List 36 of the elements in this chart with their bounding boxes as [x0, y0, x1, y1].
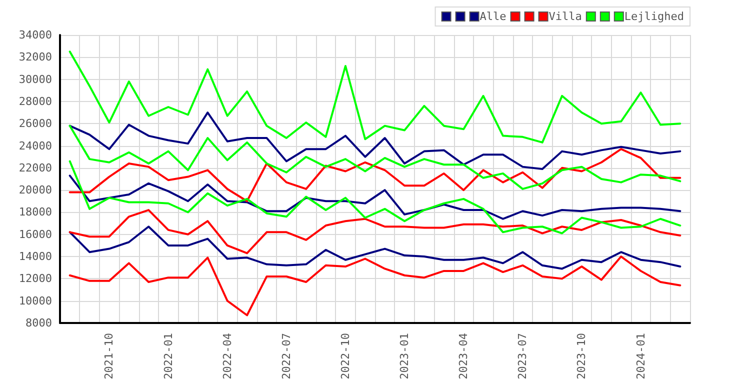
y-tick-label: 20000: [18, 184, 52, 197]
x-tick-label: 2022-01: [162, 333, 175, 380]
x-tick-label: 2022-04: [220, 332, 234, 380]
line-series: [68, 124, 682, 190]
y-tick-label: 14000: [18, 250, 52, 264]
line-series: [68, 226, 682, 270]
x-tick-label: 2022-10: [338, 333, 352, 380]
y-tick-label: 12000: [18, 272, 52, 286]
y-tick-label: 34000: [18, 28, 52, 42]
x-tick-label: 2023-07: [516, 333, 530, 380]
y-tick-label: 28000: [18, 94, 52, 108]
x-tick-label: 2023-04: [457, 332, 470, 380]
y-tick-label: 10000: [18, 294, 52, 308]
y-tick-label: 32000: [18, 50, 52, 64]
line-series: [68, 174, 682, 220]
legend-label: Lejlighed: [624, 10, 684, 23]
y-tick-label: 22000: [18, 161, 52, 174]
y-tick-label: 8000: [26, 316, 52, 330]
legend-label: Villa: [548, 10, 582, 23]
line-series: [68, 50, 682, 144]
x-tick-label: 2021-10: [102, 333, 116, 380]
y-tick-label: 26000: [18, 117, 52, 130]
y-tick-label: 24000: [18, 139, 52, 152]
y-tick-label: 16000: [18, 228, 52, 241]
x-tick-label: 2023-10: [575, 333, 588, 380]
x-tick-label: 2023-01: [398, 333, 412, 380]
x-tick-label: 2022-07: [280, 333, 293, 380]
x-tick-label: 2024-01: [634, 333, 648, 380]
y-tick-label: 18000: [18, 206, 52, 219]
line-series: [68, 160, 682, 234]
line-series: [68, 256, 682, 316]
line-series: [68, 209, 682, 254]
line-series: [68, 148, 682, 202]
legend-label: Alle: [480, 10, 506, 23]
line-series: [68, 112, 682, 170]
y-tick-label: 30000: [18, 72, 52, 86]
